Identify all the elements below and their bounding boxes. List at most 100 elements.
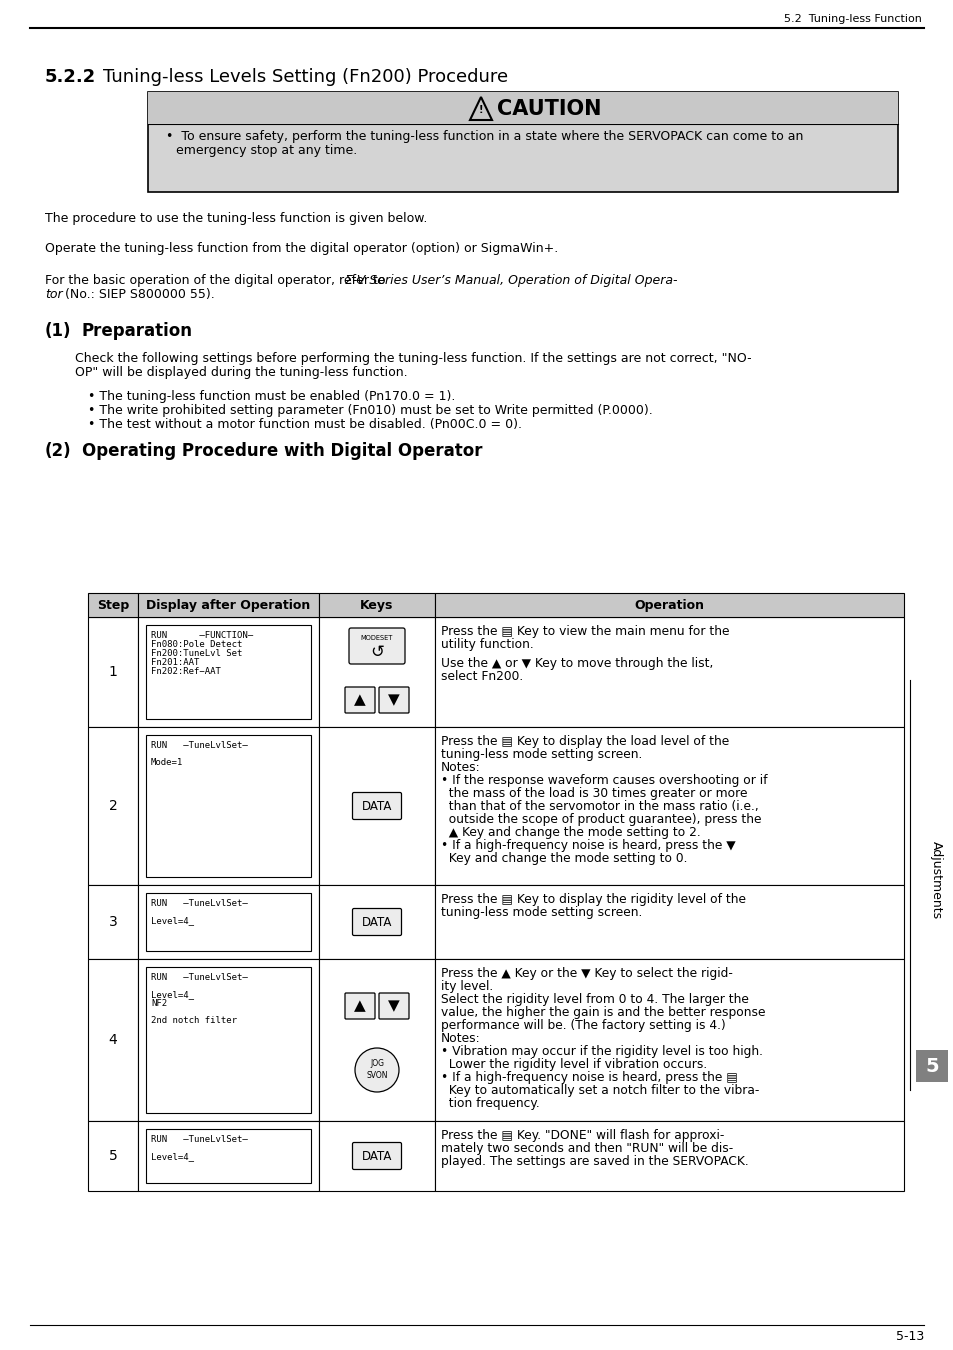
Text: Key and change the mode setting to 0.: Key and change the mode setting to 0. [440,852,687,865]
FancyBboxPatch shape [435,1120,903,1191]
FancyBboxPatch shape [138,617,318,728]
FancyBboxPatch shape [352,1142,401,1169]
Text: Display after Operation: Display after Operation [146,598,310,612]
Text: tion frequency.: tion frequency. [440,1098,539,1110]
Text: • If a high-frequency noise is heard, press the ▤: • If a high-frequency noise is heard, pr… [440,1071,737,1084]
Text: ▼: ▼ [388,999,399,1014]
FancyBboxPatch shape [146,967,311,1112]
Text: played. The settings are saved in the SERVOPACK.: played. The settings are saved in the SE… [440,1156,748,1168]
FancyBboxPatch shape [318,958,435,1120]
Text: tor: tor [45,288,63,301]
Text: (1): (1) [45,323,71,340]
Text: performance will be. (The factory setting is 4.): performance will be. (The factory settin… [440,1019,725,1031]
Text: RUN   —TuneLvlSet—: RUN —TuneLvlSet— [151,899,248,909]
Text: utility function.: utility function. [440,639,533,651]
Text: • If a high-frequency noise is heard, press the ▼: • If a high-frequency noise is heard, pr… [440,838,735,852]
Text: 2nd notch filter: 2nd notch filter [151,1017,236,1025]
FancyBboxPatch shape [349,628,405,664]
Text: Preparation: Preparation [82,323,193,340]
Text: Operating Procedure with Digital Operator: Operating Procedure with Digital Operato… [82,441,482,460]
FancyBboxPatch shape [318,617,435,728]
Text: Operation: Operation [634,598,703,612]
FancyBboxPatch shape [138,886,318,958]
FancyBboxPatch shape [138,958,318,1120]
Text: Level=4̲: Level=4̲ [151,990,193,999]
Circle shape [355,1048,398,1092]
Text: RUN   —TuneLvlSet—: RUN —TuneLvlSet— [151,973,248,981]
FancyBboxPatch shape [138,593,318,617]
Text: Select the rigidity level from 0 to 4. The larger the: Select the rigidity level from 0 to 4. T… [440,994,748,1006]
Text: • The write prohibited setting parameter (Fn010) must be set to Write permitted : • The write prohibited setting parameter… [88,404,652,417]
FancyBboxPatch shape [435,593,903,617]
Text: 5: 5 [109,1149,117,1162]
Text: ity level.: ity level. [440,980,493,994]
Text: OP" will be displayed during the tuning-less function.: OP" will be displayed during the tuning-… [75,366,407,379]
FancyBboxPatch shape [318,593,435,617]
FancyBboxPatch shape [146,625,311,720]
Text: ▲ Key and change the mode setting to 2.: ▲ Key and change the mode setting to 2. [440,826,700,838]
Text: JOG: JOG [370,1060,384,1068]
FancyBboxPatch shape [88,593,138,617]
FancyBboxPatch shape [378,994,409,1019]
Text: The procedure to use the tuning-less function is given below.: The procedure to use the tuning-less fun… [45,212,427,225]
Text: outside the scope of product guarantee), press the: outside the scope of product guarantee),… [440,813,760,826]
Text: Tuning-less Levels Setting (Fn200) Procedure: Tuning-less Levels Setting (Fn200) Proce… [103,68,508,86]
Text: Adjustments: Adjustments [928,841,942,919]
FancyBboxPatch shape [435,617,903,728]
FancyBboxPatch shape [318,1120,435,1191]
Text: Level=4̲: Level=4̲ [151,1152,193,1161]
Text: Step: Step [97,598,129,612]
Text: 5: 5 [924,1057,938,1076]
Text: Check the following settings before performing the tuning-less function. If the : Check the following settings before perf… [75,352,751,365]
Text: ↺: ↺ [370,643,383,662]
Text: than that of the servomotor in the mass ratio (i.e.,: than that of the servomotor in the mass … [440,801,758,813]
Text: • Vibration may occur if the rigidity level is too high.: • Vibration may occur if the rigidity le… [440,1045,762,1058]
Text: Operate the tuning-less function from the digital operator (option) or SigmaWin+: Operate the tuning-less function from th… [45,242,558,255]
FancyBboxPatch shape [146,734,311,878]
Text: tuning-less mode setting screen.: tuning-less mode setting screen. [440,748,641,761]
FancyBboxPatch shape [148,92,897,192]
Text: • If the response waveform causes overshooting or if: • If the response waveform causes oversh… [440,774,767,787]
Text: !: ! [478,105,483,115]
Text: Fn202:Ref−AAT: Fn202:Ref−AAT [151,667,221,676]
FancyBboxPatch shape [88,728,138,886]
FancyBboxPatch shape [435,886,903,958]
Text: 5.2  Tuning-less Function: 5.2 Tuning-less Function [783,14,921,24]
Text: ▲: ▲ [354,693,366,707]
FancyBboxPatch shape [88,958,138,1120]
Text: Fn201:AAT: Fn201:AAT [151,657,199,667]
Text: Press the ▤ Key. "DONE" will flash for approxi-: Press the ▤ Key. "DONE" will flash for a… [440,1129,723,1142]
Text: MODESET: MODESET [360,634,393,641]
Text: 3: 3 [109,915,117,929]
FancyBboxPatch shape [435,728,903,886]
Text: 2: 2 [109,799,117,813]
FancyBboxPatch shape [345,994,375,1019]
Text: emergency stop at any time.: emergency stop at any time. [175,144,356,157]
FancyBboxPatch shape [146,1129,311,1183]
Text: 5.2.2: 5.2.2 [45,68,96,86]
FancyBboxPatch shape [318,886,435,958]
FancyBboxPatch shape [148,92,897,124]
FancyBboxPatch shape [915,1050,947,1081]
Text: Press the ▤ Key to display the load level of the: Press the ▤ Key to display the load leve… [440,734,728,748]
Text: Fn080:Pole Detect: Fn080:Pole Detect [151,640,242,649]
Text: • The tuning-less function must be enabled (Pn170.0 = 1).: • The tuning-less function must be enabl… [88,390,455,404]
Text: tuning-less mode setting screen.: tuning-less mode setting screen. [440,906,641,919]
Text: • The test without a motor function must be disabled. (Pn00C.0 = 0).: • The test without a motor function must… [88,418,521,431]
Text: Key to automatically set a notch filter to the vibra-: Key to automatically set a notch filter … [440,1084,759,1098]
Text: DATA: DATA [361,915,392,929]
FancyBboxPatch shape [352,909,401,936]
Text: RUN   —TuneLvlSet—: RUN —TuneLvlSet— [151,741,248,751]
FancyBboxPatch shape [138,1120,318,1191]
Text: Press the ▤ Key to view the main menu for the: Press the ▤ Key to view the main menu fo… [440,625,729,639]
Text: Use the ▲ or ▼ Key to move through the list,: Use the ▲ or ▼ Key to move through the l… [440,657,713,670]
Text: 4: 4 [109,1033,117,1048]
Text: Fn200:TuneLvl Set: Fn200:TuneLvl Set [151,649,242,657]
Text: RUN      —FUNCTION—: RUN —FUNCTION— [151,630,253,640]
Text: Notes:: Notes: [440,1031,480,1045]
Text: DATA: DATA [361,1149,392,1162]
Text: Notes:: Notes: [440,761,480,774]
Text: SVON: SVON [366,1072,387,1080]
Text: mately two seconds and then "RUN" will be dis-: mately two seconds and then "RUN" will b… [440,1142,733,1156]
Text: Press the ▲ Key or the ▼ Key to select the rigid-: Press the ▲ Key or the ▼ Key to select t… [440,967,732,980]
